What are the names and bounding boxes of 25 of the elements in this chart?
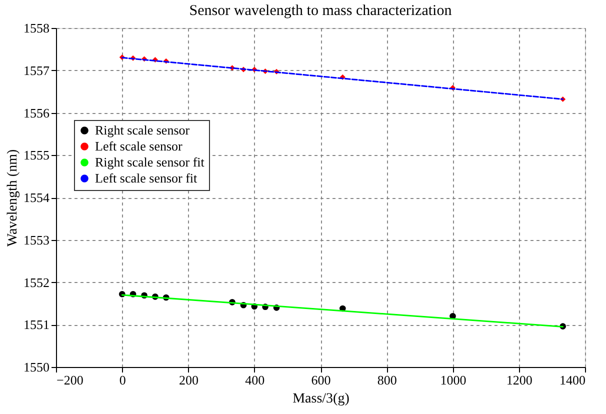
chart-title: Sensor wavelength to mass characterization: [189, 3, 452, 19]
legend-label: Left scale sensor: [95, 138, 184, 154]
y-tick-label: 1550: [24, 360, 50, 374]
x-tick-label: −200: [56, 372, 84, 388]
y-tick-label: 1553: [24, 232, 50, 248]
x-tick-label: 1400: [560, 372, 586, 388]
x-tick-label: 1200: [506, 372, 532, 388]
x-tick-label: 600: [311, 372, 331, 388]
x-tick-label: 400: [245, 372, 265, 388]
y-tick-label: 1554: [24, 190, 50, 205]
y-tick-label: 1556: [24, 105, 50, 120]
y-axis-title: Wavelength (nm): [6, 149, 20, 247]
x-tick-label: 1000: [440, 372, 466, 388]
x-tick-label: 0: [119, 372, 126, 388]
y-tick-label: 1555: [24, 148, 50, 163]
legend-label: Right scale sensor fit: [95, 154, 205, 170]
y-tick-label: 1552: [24, 274, 50, 290]
legend-label: Left scale sensor fit: [95, 170, 198, 186]
x-tick-label: 800: [377, 372, 397, 388]
y-tick-label: 1557: [24, 62, 50, 78]
x-axis-title: Mass/3(g): [292, 392, 350, 406]
x-tick-label: 200: [179, 372, 198, 388]
y-tick-label: 1551: [24, 317, 50, 332]
legend-label: Right scale sensor: [95, 122, 190, 138]
y-tick-label: 1558: [24, 20, 50, 36]
